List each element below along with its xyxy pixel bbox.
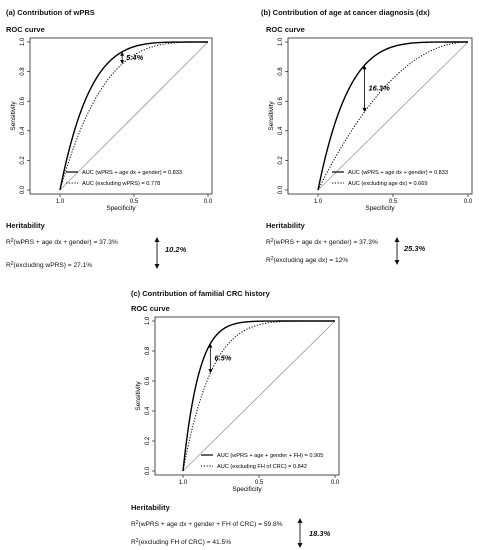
roc-curve-full-model	[317, 41, 468, 191]
annotation-arrow-head	[362, 107, 367, 112]
x-tick-label: 0.0	[204, 199, 213, 205]
legend-entry: AUC (excluding age dx) = 0.669	[348, 181, 427, 187]
panel-b-heritability-reduced: R2(excluding age dx) = 12%	[266, 256, 349, 264]
panel-b-heritability-full: R2(wPRS + age dx + gender) = 37.3%	[266, 238, 378, 246]
panel-c-heritability-full: R2(wPRS + age dx + gender + FH of CRC) =…	[131, 520, 283, 528]
panel-a-heritability-title: Heritability	[6, 221, 45, 230]
legend-entry: AUC (excluding wPRS) = 0.778	[82, 181, 160, 187]
panel-b-heritability-delta: 25.3%	[404, 244, 426, 253]
y-tick-label: 0.6	[145, 376, 151, 385]
y-axis-label: Sensitivity	[268, 101, 275, 131]
reference-diagonal	[59, 41, 209, 191]
panel-c-heritability-reduced: R2(excluding FH of CRC) = 41.5%	[131, 538, 232, 546]
y-tick-label: 0.0	[20, 185, 26, 194]
x-tick-label: 0.5	[130, 199, 139, 205]
annotation-arrow-head	[208, 369, 213, 374]
y-axis-label: Sensitivity	[10, 101, 17, 131]
y-axis-label: Sensitivity	[135, 381, 142, 411]
annotation-label: 6.5%	[214, 353, 231, 362]
y-tick-label: 0.8	[278, 67, 284, 76]
panel-c-title: (c) Contribution of familial CRC history	[131, 289, 270, 298]
plot-frame	[287, 37, 473, 195]
reference-diagonal	[182, 320, 336, 472]
panel-c-heritability-delta: 18.3%	[309, 529, 331, 538]
annotation-label: 16.3%	[369, 84, 391, 93]
annotation-arrow-head	[362, 65, 367, 70]
panel-c-roc-chart: 0.0 0.2 0.4 0.6 0.8 1.0 Sensitivity 1.0 0.5 0.0 Sp…	[135, 316, 340, 493]
y-tick-label: 0.8	[145, 346, 151, 355]
y-tick-label: 1.0	[145, 316, 151, 325]
panel-c-roc-title: ROC curve	[131, 304, 170, 313]
roc-curve-full-model	[59, 41, 208, 191]
x-axis-label: Specificity	[106, 205, 136, 212]
panel-a-heritability-arrow	[154, 237, 160, 269]
panel-a-roc-chart: 0.0 0.2 0.4 0.6 0.8 1.0 Sensitivity 1.0 0.5 0.0 Sp…	[10, 37, 213, 212]
y-tick-label: 1.0	[278, 37, 284, 46]
roc-curve-reduced-model	[317, 41, 469, 191]
x-tick-label: 1.0	[179, 480, 188, 486]
panel-c-heritability-arrow	[297, 518, 303, 548]
panel-b-title: (b) Contribution of age at cancer diagno…	[261, 8, 430, 17]
panel-b-roc-title: ROC curve	[266, 25, 305, 34]
panel-b-heritability-title: Heritability	[266, 221, 305, 230]
x-tick-label: 0.0	[331, 480, 340, 486]
y-tick-label: 0.4	[20, 126, 26, 135]
y-tick-label: 0.0	[278, 185, 284, 194]
legend-entry: AUC (wPRS + age + gender + FH) = 0.905	[217, 453, 323, 459]
legend-entry: AUC (wPRS + age dx + gender) = 0.833	[82, 170, 182, 176]
y-tick-label: 1.0	[20, 37, 26, 46]
x-tick-label: 0.5	[255, 480, 264, 486]
panel-c-heritability-title: Heritability	[131, 503, 170, 512]
x-tick-label: 0.5	[389, 199, 398, 205]
y-tick-label: 0.2	[20, 156, 26, 165]
annotation-arrow-head	[120, 51, 125, 56]
annotation-arrow-head	[208, 343, 213, 348]
y-tick-label: 0.4	[278, 126, 284, 135]
panel-a-heritability-delta: 10.2%	[165, 245, 187, 254]
x-tick-label: 1.0	[56, 199, 65, 205]
y-tick-label: 0.6	[20, 96, 26, 105]
annotation-label: 5.4%	[126, 53, 143, 62]
y-tick-label: 0.2	[278, 156, 284, 165]
y-tick-label: 0.2	[145, 436, 151, 445]
x-tick-label: 0.0	[464, 199, 473, 205]
x-axis-label: Specificity	[232, 486, 262, 493]
roc-curve-reduced-model	[59, 41, 208, 191]
y-tick-label: 0.4	[145, 406, 151, 415]
panel-b-roc-chart: 0.0 0.2 0.4 0.6 0.8 1.0 Sensitivity 1.0 0.5 0.0 Sp…	[268, 37, 473, 212]
y-tick-label: 0.0	[145, 466, 151, 475]
panel-b-heritability-arrow	[394, 237, 400, 265]
legend-entry: AUC (excluding FH of CRC) = 0.842	[217, 464, 307, 470]
annotation-arrow-head	[120, 59, 125, 64]
panel-a-heritability-reduced: R2(excluding wPRS) = 27.1%	[6, 261, 93, 269]
x-tick-label: 1.0	[314, 199, 323, 205]
panel-a-roc-title: ROC curve	[6, 25, 45, 34]
reference-diagonal	[317, 41, 469, 191]
y-tick-label: 0.8	[20, 67, 26, 76]
plot-frame	[154, 316, 340, 476]
plot-frame	[29, 37, 213, 195]
roc-curve-reduced-model	[182, 320, 335, 472]
legend-entry: AUC (wPRS + age dx + gender) = 0.833	[348, 170, 448, 176]
y-tick-label: 0.6	[278, 96, 284, 105]
panel-a-heritability-full: R2(wPRS + age dx + gender) = 37.3%	[6, 238, 118, 246]
panel-a-title: (a) Contribution of wPRS	[6, 8, 95, 17]
x-axis-label: Specificity	[365, 205, 395, 212]
